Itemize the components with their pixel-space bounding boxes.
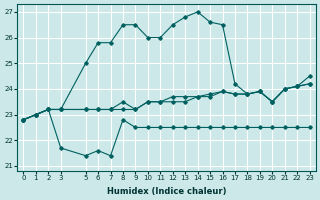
X-axis label: Humidex (Indice chaleur): Humidex (Indice chaleur)	[107, 187, 226, 196]
